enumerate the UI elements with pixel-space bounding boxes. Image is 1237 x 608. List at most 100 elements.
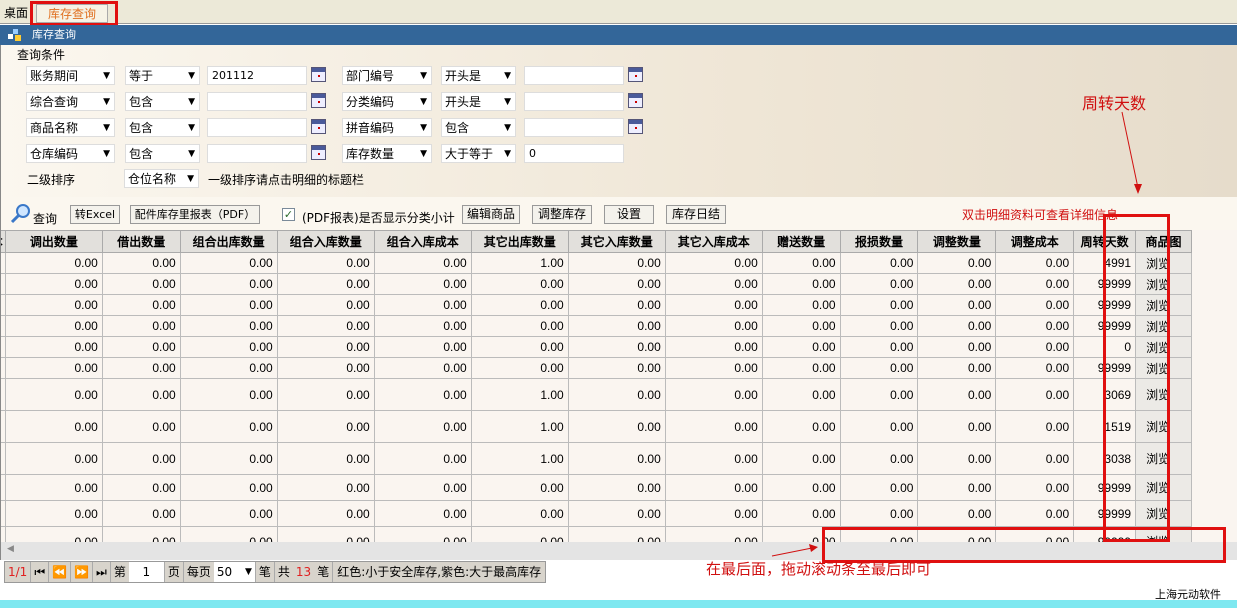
browse-link[interactable]: 浏览 [1135, 273, 1192, 295]
field-select[interactable]: 仓库编码 ▼ [26, 144, 115, 163]
field2-value: 分类编码 [346, 95, 395, 109]
column-header[interactable]: 借出数量 [101, 230, 181, 253]
calendar-icon[interactable] [311, 67, 326, 82]
tab-inventory-query[interactable]: 库存查询 [36, 4, 108, 23]
calendar-icon[interactable] [311, 93, 326, 108]
value-input[interactable] [207, 118, 307, 137]
next-page-button[interactable]: ⏩ [71, 562, 94, 582]
operator-value: 包含 [129, 95, 154, 109]
table-row[interactable]: .000.000.000.000.000.001.000.000.000.000… [1, 410, 1192, 443]
table-row[interactable]: .000.000.000.000.000.000.000.000.000.000… [1, 526, 1192, 542]
calendar-icon[interactable] [311, 119, 326, 134]
edit-product-button[interactable]: 编辑商品 [462, 205, 520, 224]
table-row[interactable]: .000.000.000.000.000.000.000.000.000.000… [1, 500, 1192, 527]
operator2-select[interactable]: 包含 ▼ [441, 118, 516, 137]
tab-desktop[interactable]: 桌面 [4, 6, 29, 20]
operator2-select[interactable]: 开头是 ▼ [441, 66, 516, 85]
field-select[interactable]: 综合查询 ▼ [26, 92, 115, 111]
browse-link[interactable]: 浏览 [1135, 378, 1192, 411]
cell: 0.00 [179, 442, 278, 475]
column-header[interactable]: 组合入库数量 [276, 230, 375, 253]
calendar-icon[interactable] [628, 119, 643, 134]
column-header[interactable]: 报损数量 [839, 230, 919, 253]
field2-select[interactable]: 拼音编码 ▼ [342, 118, 432, 137]
value-input[interactable] [207, 92, 307, 111]
browse-link[interactable]: 浏览 [1135, 410, 1192, 443]
value-input[interactable] [207, 144, 307, 163]
operator-select[interactable]: 包含 ▼ [125, 144, 200, 163]
column-header[interactable]: 组合入库成本 [373, 230, 472, 253]
adjust-inventory-button[interactable]: 调整库存 [532, 205, 592, 224]
column-header[interactable]: 调整数量 [917, 230, 997, 253]
field2-select[interactable]: 库存数量 ▼ [342, 144, 432, 163]
calendar-icon[interactable] [628, 67, 643, 82]
operator2-select[interactable]: 大于等于 ▼ [441, 144, 516, 163]
export-excel-button[interactable]: 转Excel [70, 205, 120, 224]
column-header[interactable]: 调整成本 [995, 230, 1075, 253]
query-button[interactable]: 查询 [33, 212, 58, 226]
operator2-select[interactable]: 开头是 ▼ [441, 92, 516, 111]
horizontal-scrollbar[interactable]: ◀ [0, 542, 1237, 560]
cell: 0.00 [839, 410, 919, 443]
cell: 0.00 [995, 357, 1075, 379]
inventory-grid[interactable]: 本调出数量借出数量组合出库数量组合入库数量组合入库成本其它出库数量其它入库数量其… [0, 230, 1237, 542]
table-row[interactable]: .000.000.000.000.000.001.000.000.000.000… [1, 378, 1192, 411]
operator-select[interactable]: 包含 ▼ [125, 118, 200, 137]
table-row[interactable]: .000.000.000.000.000.001.000.000.000.000… [1, 442, 1192, 475]
table-row[interactable]: .000.000.000.000.000.000.000.000.000.000… [1, 294, 1192, 316]
browse-link[interactable]: 浏览 [1135, 336, 1192, 358]
browse-link[interactable]: 浏览 [1135, 357, 1192, 379]
table-row[interactable]: .000.000.000.000.000.000.000.000.000.000… [1, 336, 1192, 358]
column-header[interactable]: 其它出库数量 [470, 230, 569, 253]
pdf-report-button[interactable]: 配件库存里报表（PDF） [130, 205, 260, 224]
table-row[interactable]: .000.000.000.000.000.001.000.000.000.000… [1, 252, 1192, 274]
field2-select[interactable]: 分类编码 ▼ [342, 92, 432, 111]
value2-input[interactable] [524, 66, 624, 85]
cell: 0.00 [373, 474, 472, 501]
value2-input[interactable] [524, 92, 624, 111]
field-select[interactable]: 商品名称 ▼ [26, 118, 115, 137]
table-row[interactable]: .000.000.000.000.000.000.000.000.000.000… [1, 474, 1192, 501]
settings-button[interactable]: 设置 [604, 205, 654, 224]
browse-link[interactable]: 浏览 [1135, 294, 1192, 316]
value2-input[interactable] [524, 118, 624, 137]
chevron-down-icon: ▼ [420, 97, 427, 107]
browse-link[interactable]: 浏览 [1135, 315, 1192, 337]
browse-link[interactable]: 浏览 [1135, 474, 1192, 501]
field2-value: 库存数量 [346, 147, 395, 161]
operator-select[interactable]: 等于 ▼ [125, 66, 200, 85]
search-icon[interactable] [10, 204, 32, 224]
field2-select[interactable]: 部门编号 ▼ [342, 66, 432, 85]
pdf-subtotal-checkbox[interactable]: ✓ [282, 208, 295, 221]
browse-link[interactable]: 浏览 [1135, 252, 1192, 274]
last-page-button[interactable]: ⏭ [93, 562, 111, 582]
calendar-icon[interactable] [628, 93, 643, 108]
field-select[interactable]: 账务期间 ▼ [26, 66, 115, 85]
per-page-select[interactable]: 50 ▼ [213, 562, 256, 582]
scroll-left-icon[interactable]: ◀ [7, 544, 14, 554]
daily-close-button[interactable]: 库存日结 [666, 205, 726, 224]
column-header[interactable]: 其它入库数量 [567, 230, 666, 253]
column-header[interactable]: 周转天数 [1073, 230, 1137, 253]
value2-input[interactable]: 0 [524, 144, 624, 163]
browse-link[interactable]: 浏览 [1135, 526, 1192, 542]
browse-link[interactable]: 浏览 [1135, 500, 1192, 527]
prev-page-button[interactable]: ⏪ [49, 562, 72, 582]
column-header[interactable]: 商品图 [1135, 230, 1192, 253]
column-header[interactable]: 组合出库数量 [179, 230, 278, 253]
cell: 0.00 [567, 273, 666, 295]
column-header[interactable]: 调出数量 [4, 230, 103, 253]
sort-select[interactable]: 仓位名称 ▼ [124, 169, 199, 188]
page-input[interactable]: 1 [128, 562, 165, 582]
operator-select[interactable]: 包含 ▼ [125, 92, 200, 111]
column-header[interactable]: 赠送数量 [761, 230, 841, 253]
column-header[interactable]: 其它入库成本 [664, 230, 763, 253]
first-page-button[interactable]: ⏮ [31, 562, 50, 582]
calendar-icon[interactable] [311, 145, 326, 160]
table-row[interactable]: .000.000.000.000.000.000.000.000.000.000… [1, 357, 1192, 379]
value-input[interactable]: 201112 [207, 66, 307, 85]
table-row[interactable]: .000.000.000.000.000.000.000.000.000.000… [1, 273, 1192, 295]
browse-link[interactable]: 浏览 [1135, 442, 1192, 475]
table-row[interactable]: .000.000.000.000.000.000.000.000.000.000… [1, 315, 1192, 337]
cell: 0.00 [179, 336, 278, 358]
